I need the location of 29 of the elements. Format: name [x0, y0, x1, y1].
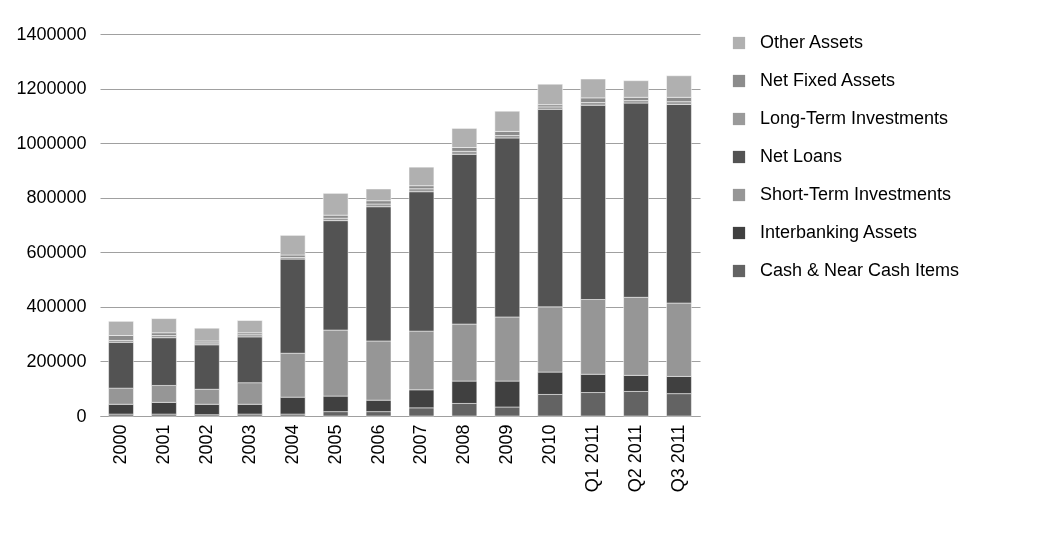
legend-label: Net Loans: [760, 146, 843, 166]
y-tick-label: 1200000: [16, 78, 87, 99]
x-tick-label: 2005: [324, 424, 345, 465]
x-tick-label: 2009: [496, 424, 517, 465]
y-tick-label: 400000: [26, 296, 87, 317]
x-tick-label: 2004: [281, 424, 302, 465]
y-tick-label: 600000: [26, 241, 87, 262]
x-tick-label: Q2 2011: [625, 424, 646, 493]
x-tick-label: 2008: [453, 424, 474, 465]
legend-label: Long-Term Investments: [760, 108, 949, 128]
x-tick-label: 2007: [410, 424, 431, 465]
y-tick-label: 1000000: [16, 132, 87, 153]
x-tick-label: 2006: [367, 424, 388, 465]
legend-label: Net Fixed Assets: [760, 70, 896, 90]
x-tick-label: Q3 2011: [667, 424, 688, 493]
y-tick-label: 1400000: [16, 23, 87, 44]
legend-label: Interbanking Assets: [760, 222, 918, 242]
x-tick-label: 2001: [152, 424, 173, 465]
legend-label: Cash & Near Cash Items: [760, 260, 960, 280]
x-tick-label: Q1 2011: [582, 424, 603, 493]
y-tick-label: 200000: [26, 350, 87, 371]
x-tick-label: 2003: [238, 424, 259, 465]
legend-label: Other Assets: [760, 32, 864, 52]
y-tick-label: 800000: [26, 187, 87, 208]
y-tick-label: 0: [76, 405, 87, 426]
x-tick-label: 2010: [539, 424, 560, 465]
legend-label: Short-Term Investments: [760, 184, 952, 204]
x-tick-label: 2000: [110, 424, 131, 465]
x-tick-label: 2002: [195, 424, 216, 465]
